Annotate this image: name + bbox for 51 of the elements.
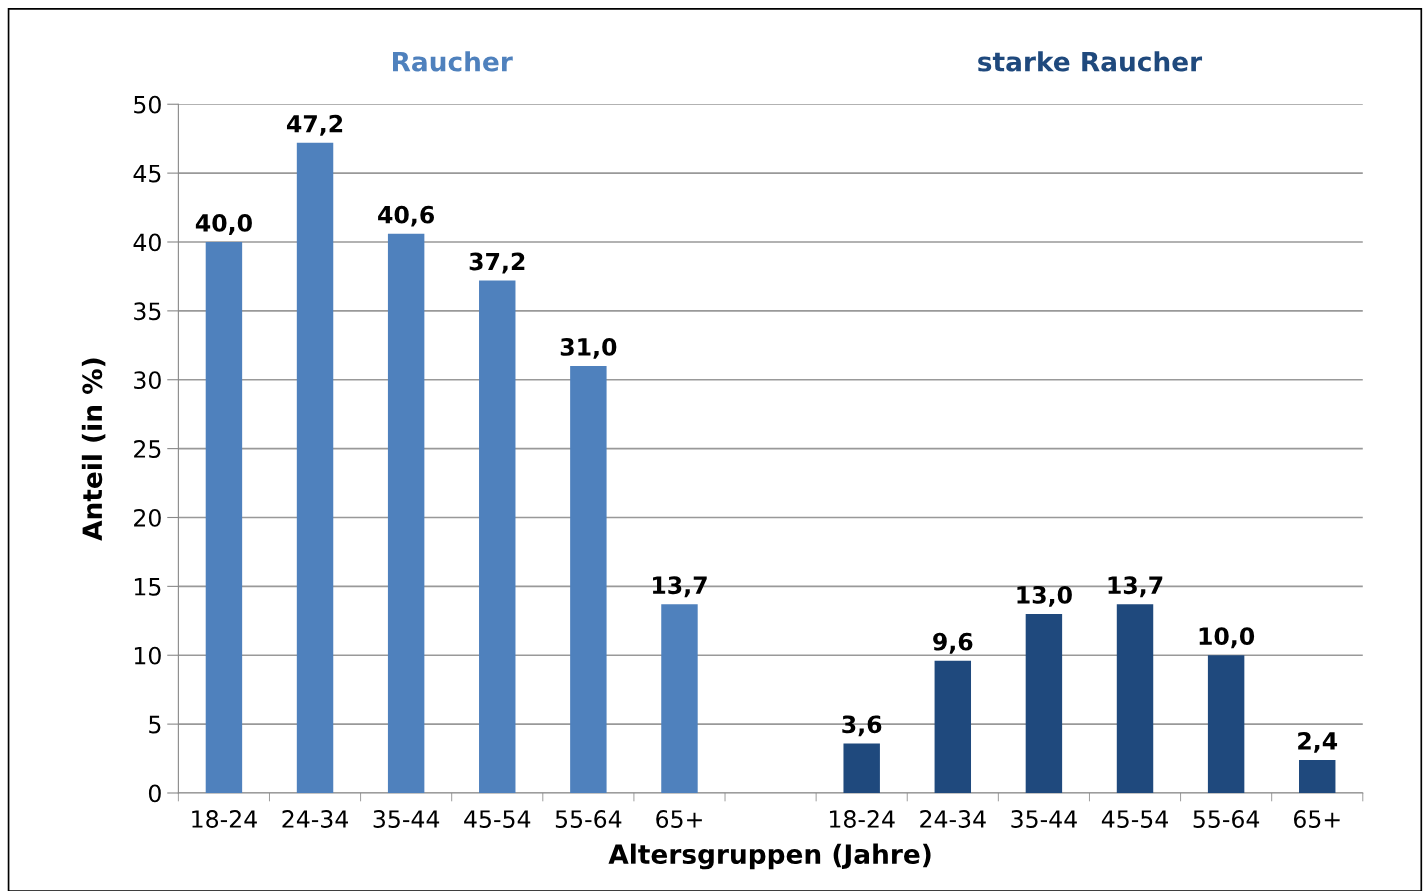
data-label: 40,0 xyxy=(195,214,252,235)
y-axis-title: Anteil (in %) xyxy=(81,358,106,541)
data-label: 31,0 xyxy=(560,337,617,359)
y-tick-label: 10 xyxy=(134,646,161,665)
y-tick-label: 40 xyxy=(133,233,161,252)
bar xyxy=(934,660,972,793)
x-tick-label: 45-54 xyxy=(464,810,531,828)
bar xyxy=(387,233,425,793)
bar xyxy=(205,242,243,793)
y-tick-label: 30 xyxy=(134,371,161,390)
bar xyxy=(1025,613,1063,793)
data-label: 2,4 xyxy=(1298,731,1338,753)
bar xyxy=(1299,759,1336,793)
y-tick-label: 15 xyxy=(134,578,161,596)
x-tick-label: 65+ xyxy=(1293,810,1340,828)
x-tick-label: 35-44 xyxy=(373,810,440,828)
y-tick-label: 5 xyxy=(149,715,161,734)
x-tick-label: 65+ xyxy=(656,810,702,828)
bar xyxy=(479,280,516,793)
x-tick-label: 18-24 xyxy=(829,810,895,828)
x-tick-label: 18-24 xyxy=(192,810,257,828)
x-tick-label: 45-54 xyxy=(1101,810,1168,828)
data-label: 3,6 xyxy=(842,715,882,737)
data-label: 9,6 xyxy=(933,632,973,654)
y-tick-label: 45 xyxy=(133,164,161,183)
y-tick-label: 35 xyxy=(134,302,161,321)
bar xyxy=(296,142,334,793)
text: Raucher xyxy=(393,51,513,72)
y-tick-label: 0 xyxy=(148,784,161,803)
bar xyxy=(843,743,880,793)
x-axis-title: Altersgruppen (Jahre) xyxy=(608,843,931,870)
data-label: 37,2 xyxy=(469,252,525,274)
y-tick-label: 20 xyxy=(134,508,161,527)
data-label: 10,0 xyxy=(1199,627,1255,649)
data-label: 13,7 xyxy=(653,576,707,598)
data-label: 47,2 xyxy=(286,114,343,136)
x-tick-label: 35-44 xyxy=(1011,810,1077,828)
data-label: 13,0 xyxy=(1017,585,1072,607)
bar xyxy=(661,604,698,793)
bar xyxy=(1207,655,1245,793)
bar xyxy=(570,365,607,793)
x-tick-label: 55-64 xyxy=(555,810,622,828)
y-tick-label: 50 xyxy=(134,95,161,114)
text: starke Raucher xyxy=(978,51,1203,72)
x-tick-label: 55-64 xyxy=(1193,810,1260,828)
y-tick-label: 25 xyxy=(134,440,161,458)
data-label: 13,7 xyxy=(1108,576,1163,598)
x-tick-label: 24-34 xyxy=(282,810,349,828)
x-tick-label: 24-34 xyxy=(920,810,986,828)
bar xyxy=(1116,604,1154,793)
data-label: 40,6 xyxy=(378,205,435,227)
